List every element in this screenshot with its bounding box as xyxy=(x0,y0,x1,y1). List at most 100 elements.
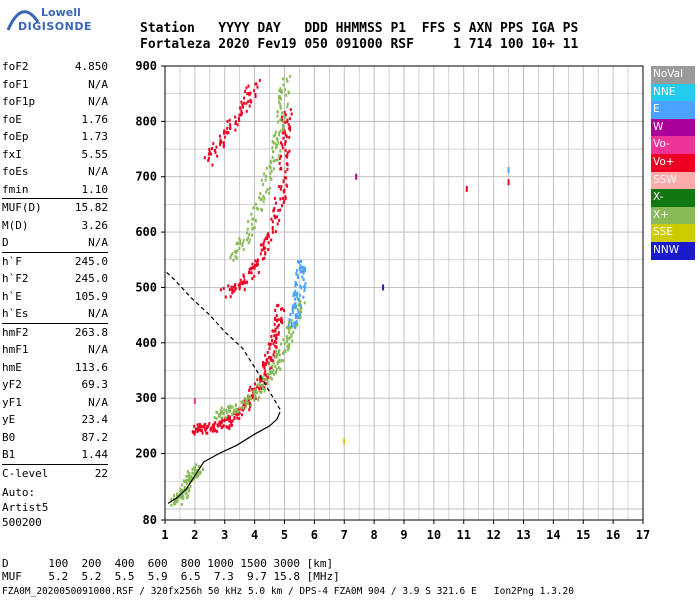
trace-point xyxy=(278,131,281,135)
trace-point xyxy=(213,149,216,152)
x-tick-label: 3 xyxy=(221,528,228,542)
trace-point xyxy=(276,110,279,114)
trace-point xyxy=(280,115,283,119)
param-value: 69.3 xyxy=(81,378,109,391)
trace-point xyxy=(247,236,250,240)
trace-point xyxy=(195,469,198,472)
trace-point xyxy=(257,207,259,211)
trace-point xyxy=(238,406,241,410)
trace-point xyxy=(216,154,219,158)
trace-point xyxy=(243,288,246,292)
legend-item-x-: X+ xyxy=(651,206,695,225)
trace-point xyxy=(289,125,291,129)
trace-point xyxy=(238,411,241,415)
trace-point xyxy=(272,369,275,372)
param-label: h`E xyxy=(2,289,22,303)
trace-point xyxy=(222,424,225,428)
trace-point xyxy=(236,123,239,127)
trace-point xyxy=(249,91,252,95)
trace-point xyxy=(256,383,259,387)
trace-point xyxy=(197,472,200,476)
trace-point xyxy=(194,475,197,479)
trace-point xyxy=(273,334,276,338)
trace-point xyxy=(274,329,277,333)
trace-point xyxy=(252,206,255,210)
param-row: fmin 1.10 xyxy=(2,181,108,199)
trace-point xyxy=(247,220,250,223)
trace-point xyxy=(270,217,273,221)
trace-point xyxy=(279,342,282,346)
trace-point xyxy=(237,412,240,416)
param-row: foEs N/A xyxy=(2,163,108,181)
x-tick-label: 4 xyxy=(251,528,258,542)
param-value: N/A xyxy=(88,343,108,356)
trace-point xyxy=(287,123,290,126)
trace-point xyxy=(223,129,226,133)
trace-point xyxy=(261,183,264,186)
trace-point xyxy=(251,388,254,391)
trace-point xyxy=(212,423,214,427)
trace-point xyxy=(192,431,195,434)
trace-point xyxy=(279,106,282,110)
trace-point xyxy=(269,369,272,373)
trace-point xyxy=(266,351,269,354)
trace-point xyxy=(265,166,268,170)
trace-point xyxy=(254,82,257,86)
param-value: 5.55 xyxy=(81,147,109,161)
trace-point xyxy=(279,149,282,153)
trace-point xyxy=(286,102,289,106)
trace-point xyxy=(271,338,273,342)
trace-point xyxy=(274,133,277,137)
trace-point xyxy=(279,187,282,191)
trace-point xyxy=(299,301,301,305)
trace-point xyxy=(172,497,175,501)
trace-point xyxy=(288,345,290,349)
trace-point xyxy=(243,398,246,402)
trace-point xyxy=(258,196,261,200)
trace-point xyxy=(280,318,283,322)
trace-point xyxy=(290,318,293,322)
trace-point xyxy=(266,382,269,386)
trace-point xyxy=(282,196,284,200)
trace-point xyxy=(273,329,275,333)
trace-point xyxy=(265,362,268,366)
trace-point xyxy=(283,111,286,114)
param-value: 87.2 xyxy=(81,430,109,444)
trace-point xyxy=(262,241,265,245)
trace-point xyxy=(304,269,307,273)
trace-point xyxy=(251,227,254,231)
trace-point xyxy=(299,264,302,268)
trace-point xyxy=(284,140,287,144)
param-label: h`Es xyxy=(2,307,29,320)
trace-point xyxy=(227,405,230,409)
trace-point xyxy=(252,226,255,230)
trace-point xyxy=(239,239,242,243)
trace-point xyxy=(180,503,183,506)
trace-point xyxy=(286,79,289,83)
isolated-point xyxy=(193,397,196,404)
param-row: h`F 245.0 xyxy=(2,253,108,271)
trace-point xyxy=(267,232,270,236)
trace-point xyxy=(225,411,228,415)
param-label: foF1p xyxy=(2,95,36,108)
trace-point xyxy=(237,241,239,245)
trace-point xyxy=(284,148,287,152)
trace-point xyxy=(185,492,188,495)
isolated-point xyxy=(343,438,346,445)
trace-point xyxy=(187,486,190,490)
trace-point xyxy=(274,327,277,331)
trace-point xyxy=(215,417,218,421)
trace-point xyxy=(194,430,197,434)
trace-point xyxy=(263,196,266,200)
trace-point xyxy=(285,93,288,97)
trace-point xyxy=(242,105,244,109)
y-tick-label: 400 xyxy=(135,336,157,350)
trace-point xyxy=(186,478,189,482)
param-row: h`Es N/A xyxy=(2,305,108,324)
trace-point xyxy=(284,120,287,124)
trace-point xyxy=(299,313,302,317)
trace-point xyxy=(286,118,289,122)
legend-item-noval: NoVal xyxy=(651,66,695,84)
trace-point xyxy=(271,364,274,368)
trace-point xyxy=(254,259,257,263)
